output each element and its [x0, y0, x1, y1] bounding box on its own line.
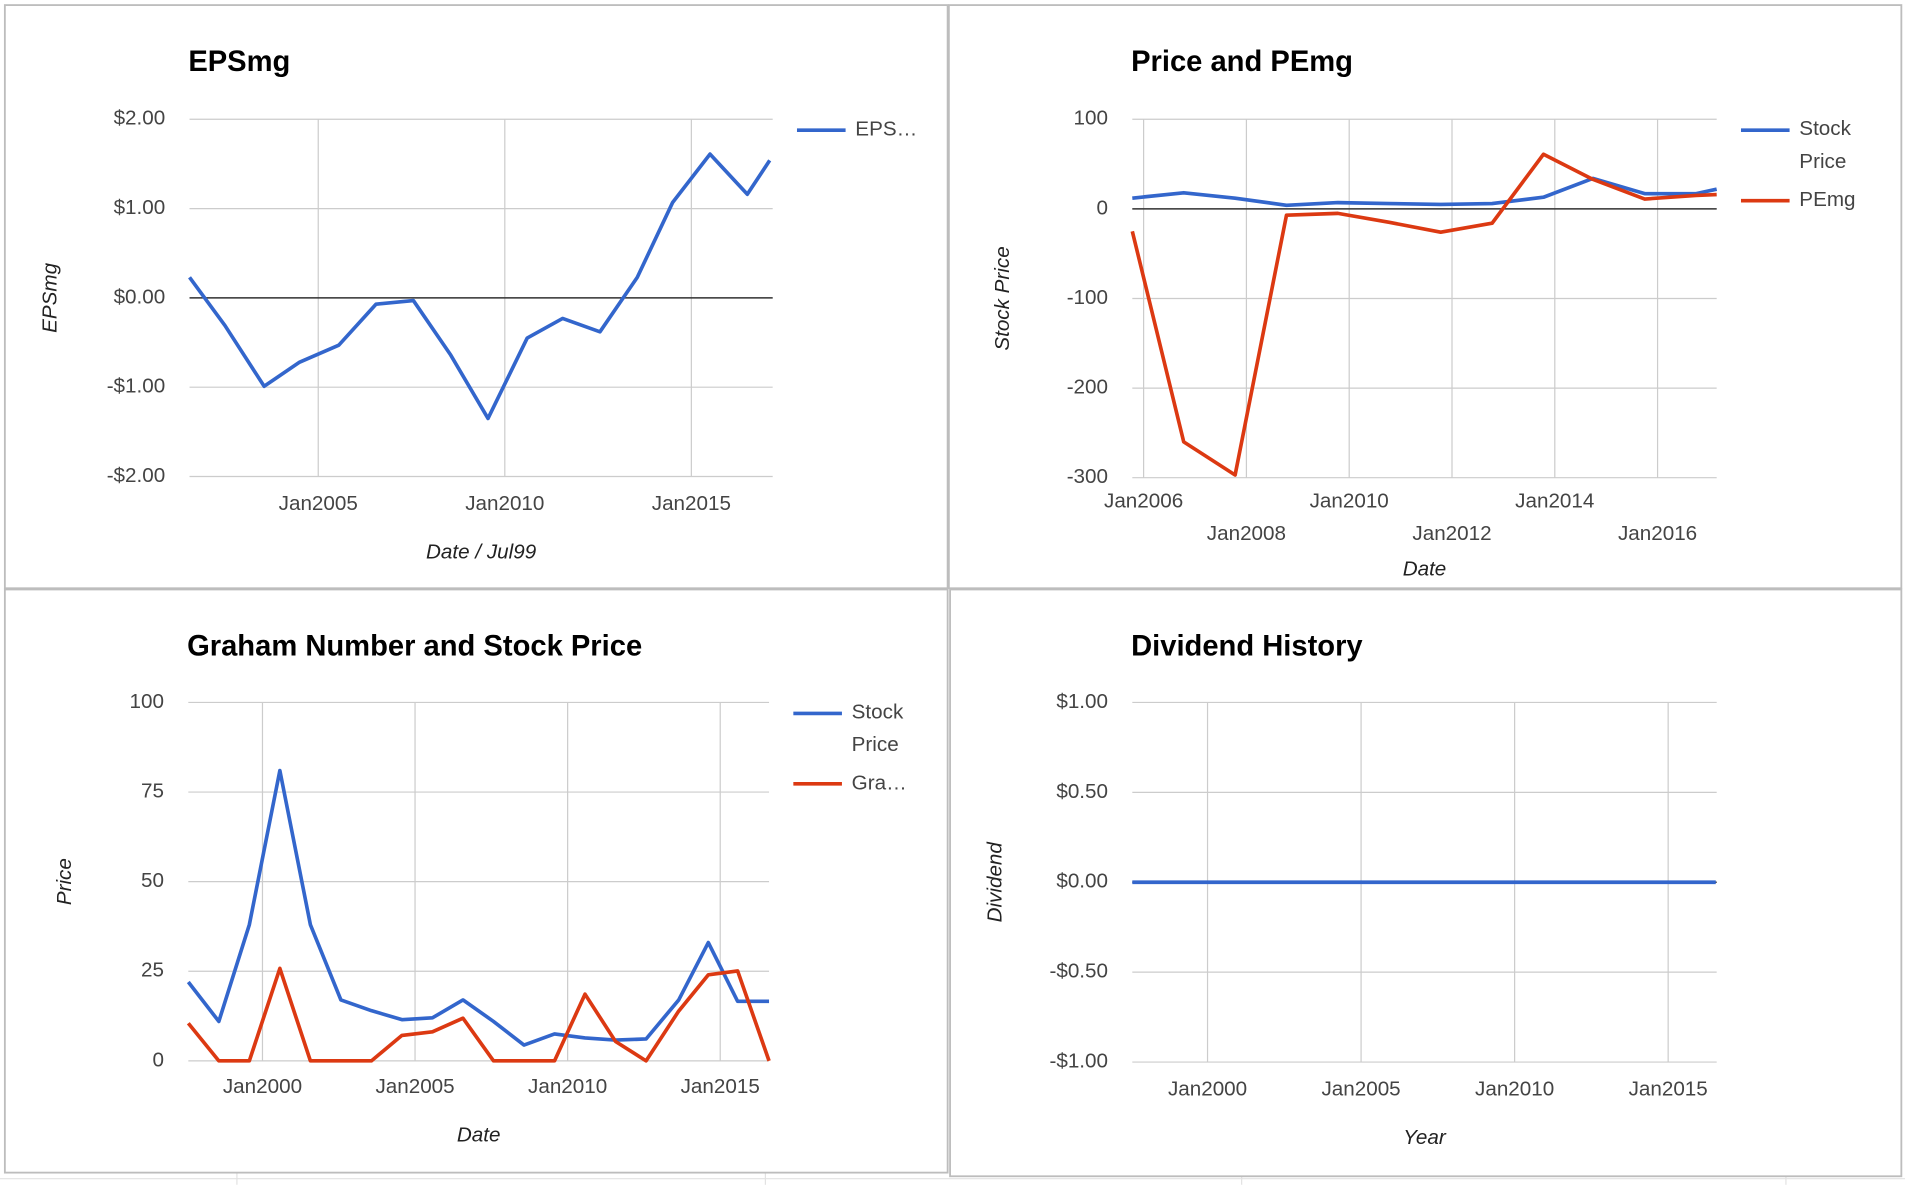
- x-tick-label: Jan2010: [1475, 1077, 1554, 1100]
- y-tick-label: $1.00: [1056, 690, 1108, 713]
- y-tick-label: 0: [1097, 196, 1108, 219]
- x-tick-label: Jan2005: [279, 492, 358, 515]
- legend-label: PEmg: [1799, 188, 1855, 211]
- x-tick-label: Jan2000: [223, 1075, 302, 1098]
- y-tick-label: -$0.50: [1049, 960, 1108, 983]
- series-line: [1130, 152, 1717, 477]
- x-axis-title: Year: [1403, 1126, 1447, 1149]
- x-axis-title: Date: [1403, 557, 1447, 580]
- y-tick-label: 75: [141, 780, 164, 803]
- x-axis-title: Date / Jul99: [426, 540, 537, 563]
- x-tick-label: Jan2015: [681, 1075, 760, 1098]
- chart-panel[interactable]: [947, 4, 1903, 590]
- y-tick-label: -$1.00: [1049, 1050, 1108, 1073]
- y-tick-label: -$1.00: [107, 375, 166, 398]
- x-tick-label: Jan2016: [1618, 522, 1697, 545]
- legend-label: Stock Price: [852, 701, 909, 757]
- legend-label: Gra…: [852, 771, 907, 794]
- x-tick-label: Jan2010: [1310, 489, 1389, 512]
- y-tick-label: -$2.00: [107, 464, 166, 487]
- y-axis-title: Price: [53, 858, 76, 905]
- y-axis-title: EPSmg: [38, 262, 61, 332]
- x-tick-label: Jan2008: [1207, 522, 1286, 545]
- chart-title: Dividend History: [1131, 630, 1363, 662]
- x-tick-label: Jan2006: [1104, 489, 1183, 512]
- y-tick-label: 100: [130, 690, 164, 713]
- y-tick-label: $1.00: [114, 196, 166, 219]
- y-tick-label: $2.00: [114, 107, 166, 130]
- y-tick-label: $0.00: [1056, 870, 1108, 893]
- y-tick-label: -200: [1067, 376, 1108, 399]
- y-tick-label: 0: [153, 1048, 164, 1071]
- x-tick-label: Jan2010: [528, 1075, 607, 1098]
- y-tick-label: $0.00: [114, 285, 166, 308]
- series-line: [186, 966, 771, 1063]
- x-tick-label: Jan2010: [465, 492, 544, 515]
- legend-label: Stock Price: [1799, 118, 1856, 174]
- x-tick-label: Jan2012: [1412, 522, 1491, 545]
- y-axis-title: Stock Price: [991, 246, 1014, 350]
- legend-label: EPS…: [855, 118, 917, 141]
- x-tick-label: Jan2014: [1515, 489, 1594, 512]
- x-axis-title: Date: [457, 1124, 501, 1147]
- chart-title: EPSmg: [188, 46, 290, 78]
- y-tick-label: -100: [1067, 286, 1108, 309]
- chart-title: Price and PEmg: [1131, 46, 1353, 78]
- chart-panel[interactable]: [3, 4, 949, 590]
- series-line: [1132, 176, 1718, 208]
- y-tick-label: 25: [141, 959, 164, 982]
- x-tick-label: Jan2015: [1629, 1077, 1708, 1100]
- series-line: [186, 768, 770, 1047]
- x-tick-label: Jan2000: [1168, 1077, 1247, 1100]
- y-axis-title: Dividend: [984, 841, 1007, 923]
- y-tick-label: $0.50: [1056, 780, 1108, 803]
- chart-title: Graham Number and Stock Price: [187, 630, 642, 662]
- y-tick-label: 50: [141, 869, 164, 892]
- y-tick-label: -300: [1067, 465, 1108, 488]
- series-line: [188, 152, 772, 421]
- y-tick-label: 100: [1074, 107, 1108, 130]
- x-tick-label: Jan2005: [1321, 1077, 1400, 1100]
- x-tick-label: Jan2015: [652, 492, 731, 515]
- x-tick-label: Jan2005: [375, 1075, 454, 1098]
